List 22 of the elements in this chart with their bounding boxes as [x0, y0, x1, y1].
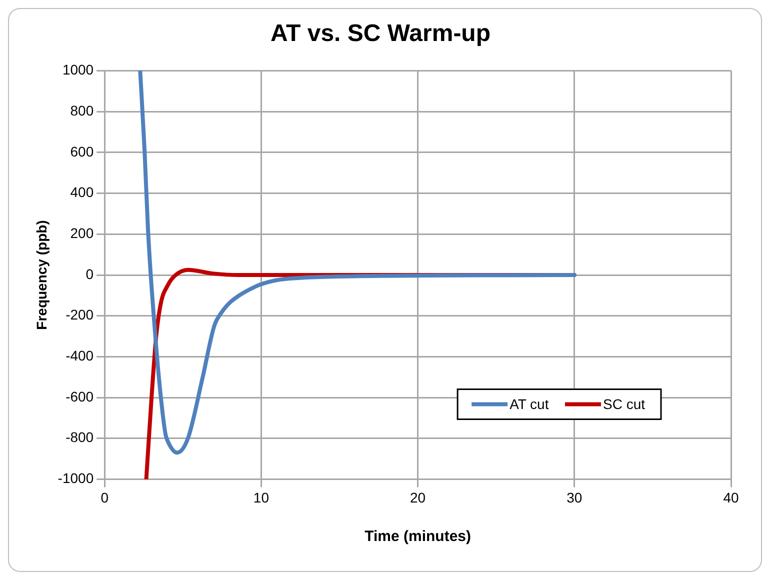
y-axis-title: Frequency (ppb) [33, 220, 50, 330]
x-tick-label: 10 [253, 489, 270, 506]
x-axis-title: Time (minutes) [364, 528, 472, 546]
x-tick-label: 40 [723, 489, 739, 506]
y-tick-label: -1000 [58, 470, 94, 486]
x-tick-label: 30 [566, 489, 582, 506]
y-tick-label: 400 [70, 184, 94, 200]
chart-title: AT vs. SC Warm-up [270, 20, 491, 48]
x-tick-label: 0 [100, 489, 109, 506]
line-series [138, 70, 576, 455]
y-tick-label: -400 [66, 348, 94, 364]
y-tick-label: 0 [86, 266, 94, 282]
y-tick-label: 600 [70, 143, 94, 160]
y-tick-label: -600 [66, 388, 94, 404]
legend-label: AT cut [510, 396, 549, 412]
y-tick-label: 800 [70, 102, 94, 118]
x-tick-label: 20 [410, 489, 426, 506]
y-tick-label: 200 [70, 225, 94, 242]
y-tick-label: 1000 [62, 62, 94, 78]
y-tick-label: -200 [66, 306, 94, 323]
y-tick-label: -800 [66, 429, 94, 446]
legend-label: SC cut [602, 396, 646, 412]
